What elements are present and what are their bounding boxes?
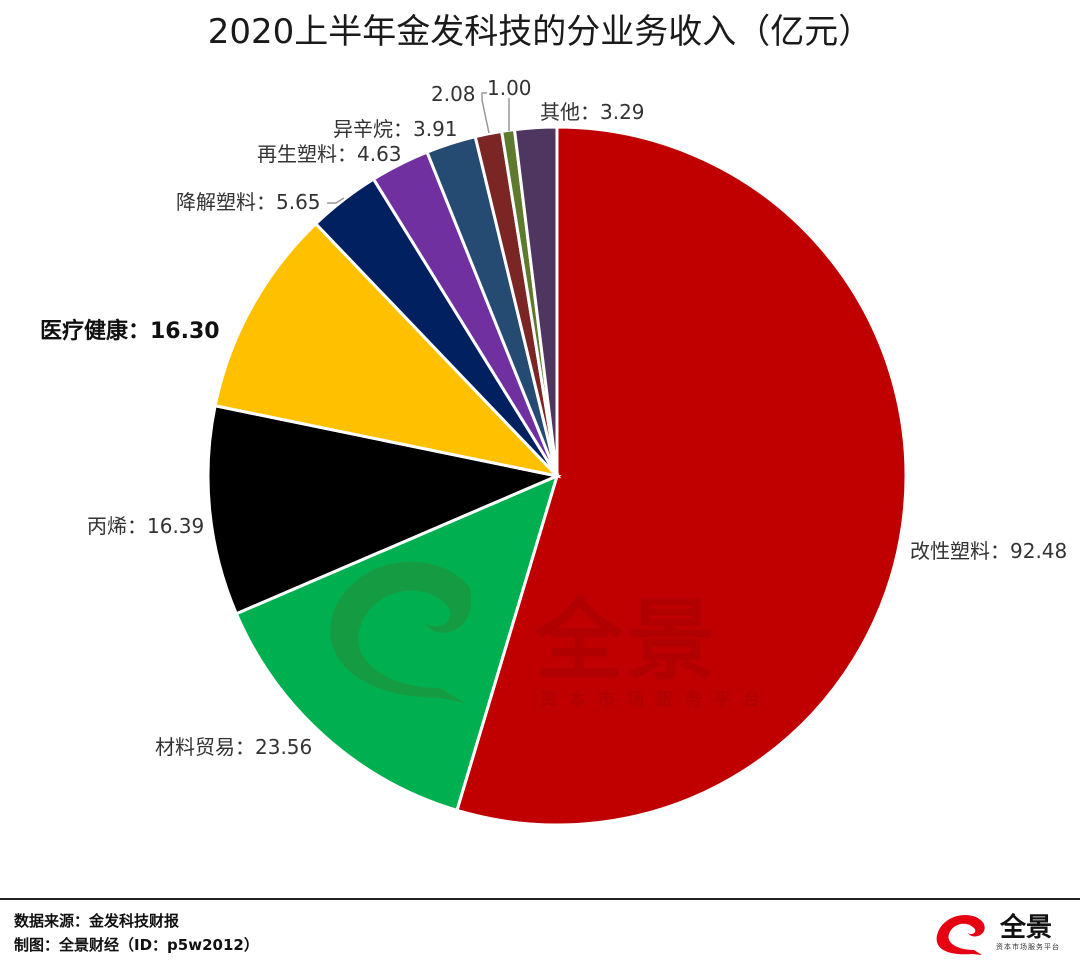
watermark-logo-icon xyxy=(330,561,472,703)
label-yixinwan: 异辛烷：3.91 xyxy=(333,117,458,141)
watermark-subtext: 资本市场服务平台 xyxy=(540,690,772,710)
watermark-text: 全景 xyxy=(535,589,720,692)
leader-line-2-08 xyxy=(481,92,490,134)
label-zaisheng-suliao: 再生塑料：4.63 xyxy=(257,142,402,166)
pie-slice xyxy=(206,403,562,616)
label-cailiao-maoyi: 材料贸易：23.56 xyxy=(155,735,313,759)
brand-logo-icon xyxy=(936,914,985,955)
label-1-00: 1.00 xyxy=(487,76,532,100)
label-bingxi: 丙烯：16.39 xyxy=(87,514,205,538)
pie-slice xyxy=(512,125,559,477)
leader-line-5-65 xyxy=(327,197,345,204)
pie-chart xyxy=(206,92,908,827)
pie-slice xyxy=(455,125,908,827)
pie-slice xyxy=(213,221,562,479)
footer-divider xyxy=(0,898,1080,900)
label-gaixing-suliao: 改性塑料：92.48 xyxy=(910,539,1068,563)
label-jiangjie-suliao: 降解塑料：5.65 xyxy=(176,190,321,214)
label-2-08: 2.08 xyxy=(431,82,476,106)
label-yiliao-jiankang: 医疗健康：16.30 xyxy=(40,319,220,344)
data-source: 数据来源：金发科技财报 xyxy=(14,912,180,930)
pie-slices xyxy=(206,125,908,827)
brand-name: 全景 xyxy=(1000,913,1053,943)
label-qita: 其他：3.29 xyxy=(540,100,645,124)
chart-credit: 制图：全景财经（ID：p5w2012） xyxy=(14,936,259,954)
pie-slice xyxy=(234,473,560,813)
chart-title: 2020上半年金发科技的分业务收入（亿元） xyxy=(207,12,873,52)
brand-tagline: 资本市场服务平台 xyxy=(996,943,1060,951)
